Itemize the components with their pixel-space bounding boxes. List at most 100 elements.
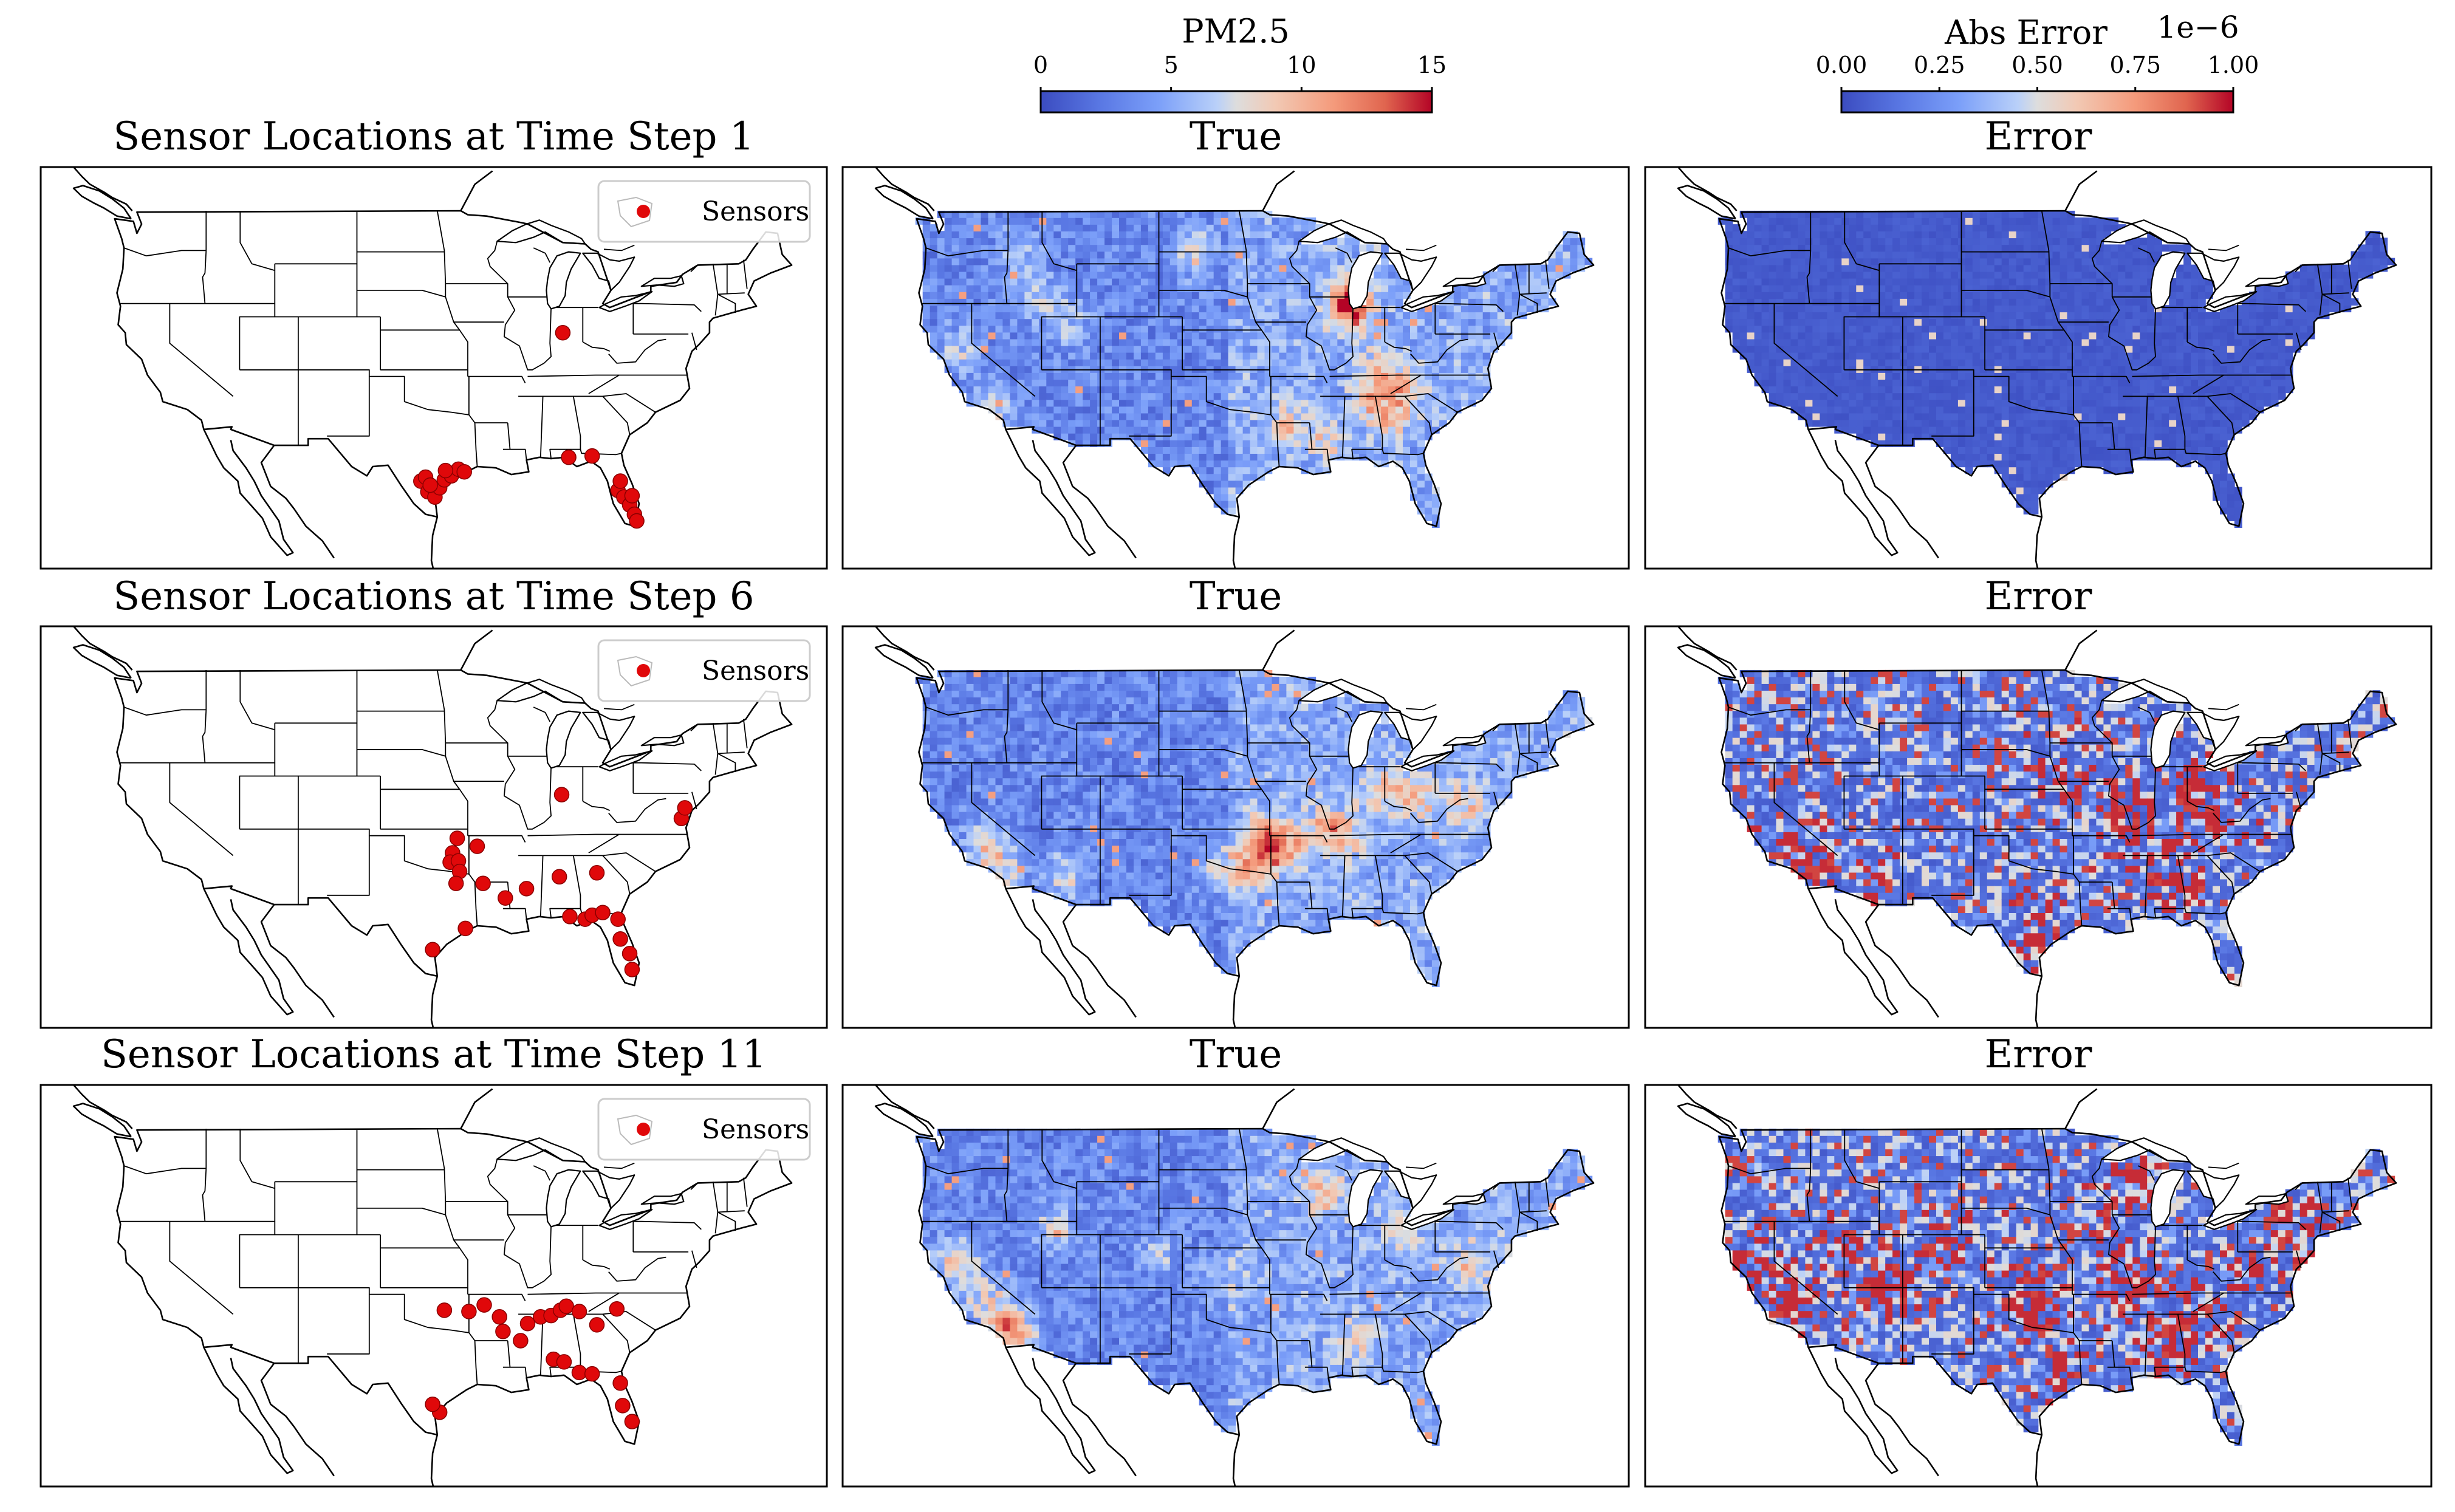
heatmap-cell [1032, 210, 1040, 218]
heatmap-cell [1184, 406, 1193, 414]
heatmap-cell [973, 358, 982, 366]
heatmap-cell [1272, 244, 1280, 252]
heatmap-cell [1039, 338, 1047, 346]
heatmap-cell [1950, 372, 1959, 380]
heatmap-cell [2183, 366, 2191, 373]
heatmap-cell [2111, 358, 2119, 366]
heatmap-cell [2030, 305, 2039, 313]
heatmap-cell [1221, 372, 1229, 380]
heatmap-cell [1798, 217, 1806, 225]
heatmap-cell [1798, 305, 1806, 313]
heatmap-cell [2074, 244, 2083, 252]
heatmap-cell [1140, 292, 1149, 299]
heatmap-cell [2176, 372, 2184, 380]
heatmap-cell [1250, 379, 1258, 387]
heatmap-cell [1950, 433, 1959, 440]
heatmap-cell [1490, 284, 1498, 292]
heatmap-cell [2074, 358, 2083, 366]
state-border [436, 210, 468, 377]
heatmap-cell [1228, 453, 1236, 461]
heatmap-cell [1900, 278, 1908, 286]
heatmap-cell [1032, 305, 1040, 313]
heatmap-cell [1417, 419, 1425, 427]
heatmap-cell [995, 258, 1004, 265]
heatmap-cell [1885, 419, 1893, 427]
heatmap-cell [1242, 392, 1251, 400]
heatmap-cell [2081, 379, 2090, 387]
heatmap-cell [1979, 412, 1988, 420]
heatmap-cell [1337, 440, 1346, 447]
heatmap-cell [1834, 318, 1843, 326]
heatmap-cell [1468, 392, 1476, 400]
heatmap-cell [1250, 217, 1258, 225]
heatmap-cell [1849, 345, 1857, 353]
heatmap-cell [2030, 412, 2039, 420]
heatmap-cell [1526, 278, 1535, 286]
heatmap-cell [1257, 251, 1265, 259]
heatmap-cell [2191, 386, 2199, 394]
heatmap-cell [1922, 332, 1929, 340]
heatmap-cell [1199, 419, 1207, 427]
heatmap-cell [1286, 345, 1295, 353]
heatmap-cell [2132, 426, 2141, 434]
heatmap-cell [2016, 412, 2024, 420]
heatmap-cell [2023, 386, 2032, 394]
heatmap-cell [1439, 298, 1447, 306]
heatmap-cell [1068, 345, 1076, 353]
heatmap-cell [1424, 379, 1433, 387]
heatmap-cell [1162, 210, 1171, 218]
heatmap-cell [1439, 392, 1447, 400]
heatmap-cell [1177, 251, 1185, 259]
heatmap-cell [1155, 338, 1163, 346]
heatmap-cell [1395, 379, 1403, 387]
heatmap-cell [2060, 224, 2068, 231]
heatmap-cell [2038, 251, 2046, 259]
heatmap-cell [1315, 460, 1324, 468]
heatmap-cell [1388, 419, 1396, 427]
heatmap-cell [1330, 238, 1338, 245]
heatmap-cell [2030, 433, 2039, 440]
heatmap-cell [2081, 386, 2090, 394]
panel-frame [841, 166, 1630, 570]
heatmap-cell [1439, 379, 1447, 387]
heatmap-cell [1250, 473, 1258, 481]
heatmap-cell [2103, 325, 2112, 333]
heatmap-cell [1410, 358, 1418, 366]
heatmap-cell [2162, 338, 2169, 346]
heatmap-cell [1395, 446, 1403, 454]
heatmap-cell [1410, 412, 1418, 420]
heatmap-cell [1439, 305, 1447, 313]
heatmap-cell [1264, 440, 1273, 447]
heatmap-cell [1308, 264, 1317, 272]
heatmap-cell [1126, 399, 1134, 407]
heatmap-cell [1410, 399, 1418, 407]
heatmap-cell [981, 258, 989, 265]
heatmap-cell [1768, 338, 1777, 346]
colorbar-tick-label: 0 [1033, 52, 1048, 78]
heatmap-cell [2052, 392, 2061, 400]
heatmap-cell [2147, 379, 2155, 387]
heatmap-cell [2001, 345, 2010, 353]
heatmap-cell [1754, 352, 1762, 360]
heatmap-cell [1039, 224, 1047, 231]
heatmap-cell [1994, 332, 2002, 340]
heatmap-cell [1900, 238, 1908, 245]
heatmap-cell [1834, 210, 1843, 218]
heatmap-cell [2111, 338, 2119, 346]
heatmap-cell [1570, 258, 1578, 265]
heatmap-cell [1097, 325, 1105, 333]
heatmap-cell [1841, 372, 1850, 380]
heatmap-cell [2089, 433, 2097, 440]
heatmap-cell [1943, 338, 1951, 346]
heatmap-cell [988, 352, 996, 360]
heatmap-cell [1235, 345, 1244, 353]
heatmap-cell [1936, 386, 1944, 394]
heatmap-cell [2045, 480, 2053, 488]
heatmap-cell [1046, 251, 1055, 259]
heatmap-cell [1301, 392, 1309, 400]
heatmap-cell [1878, 244, 1886, 252]
heatmap-cell [1849, 271, 1857, 279]
heatmap-cell [1863, 312, 1871, 320]
heatmap-cell [930, 332, 938, 340]
heatmap-cell [1798, 352, 1806, 360]
